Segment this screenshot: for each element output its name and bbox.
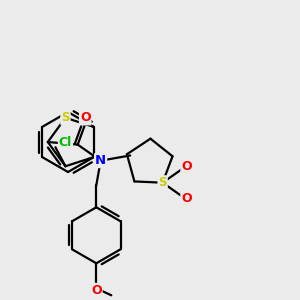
Text: N: N [95, 154, 106, 167]
Text: O: O [91, 284, 102, 297]
Text: S: S [158, 176, 167, 189]
Text: O: O [181, 160, 192, 173]
Text: Cl: Cl [59, 136, 72, 149]
Text: S: S [61, 111, 70, 124]
Text: O: O [181, 192, 192, 205]
Text: O: O [80, 111, 91, 124]
